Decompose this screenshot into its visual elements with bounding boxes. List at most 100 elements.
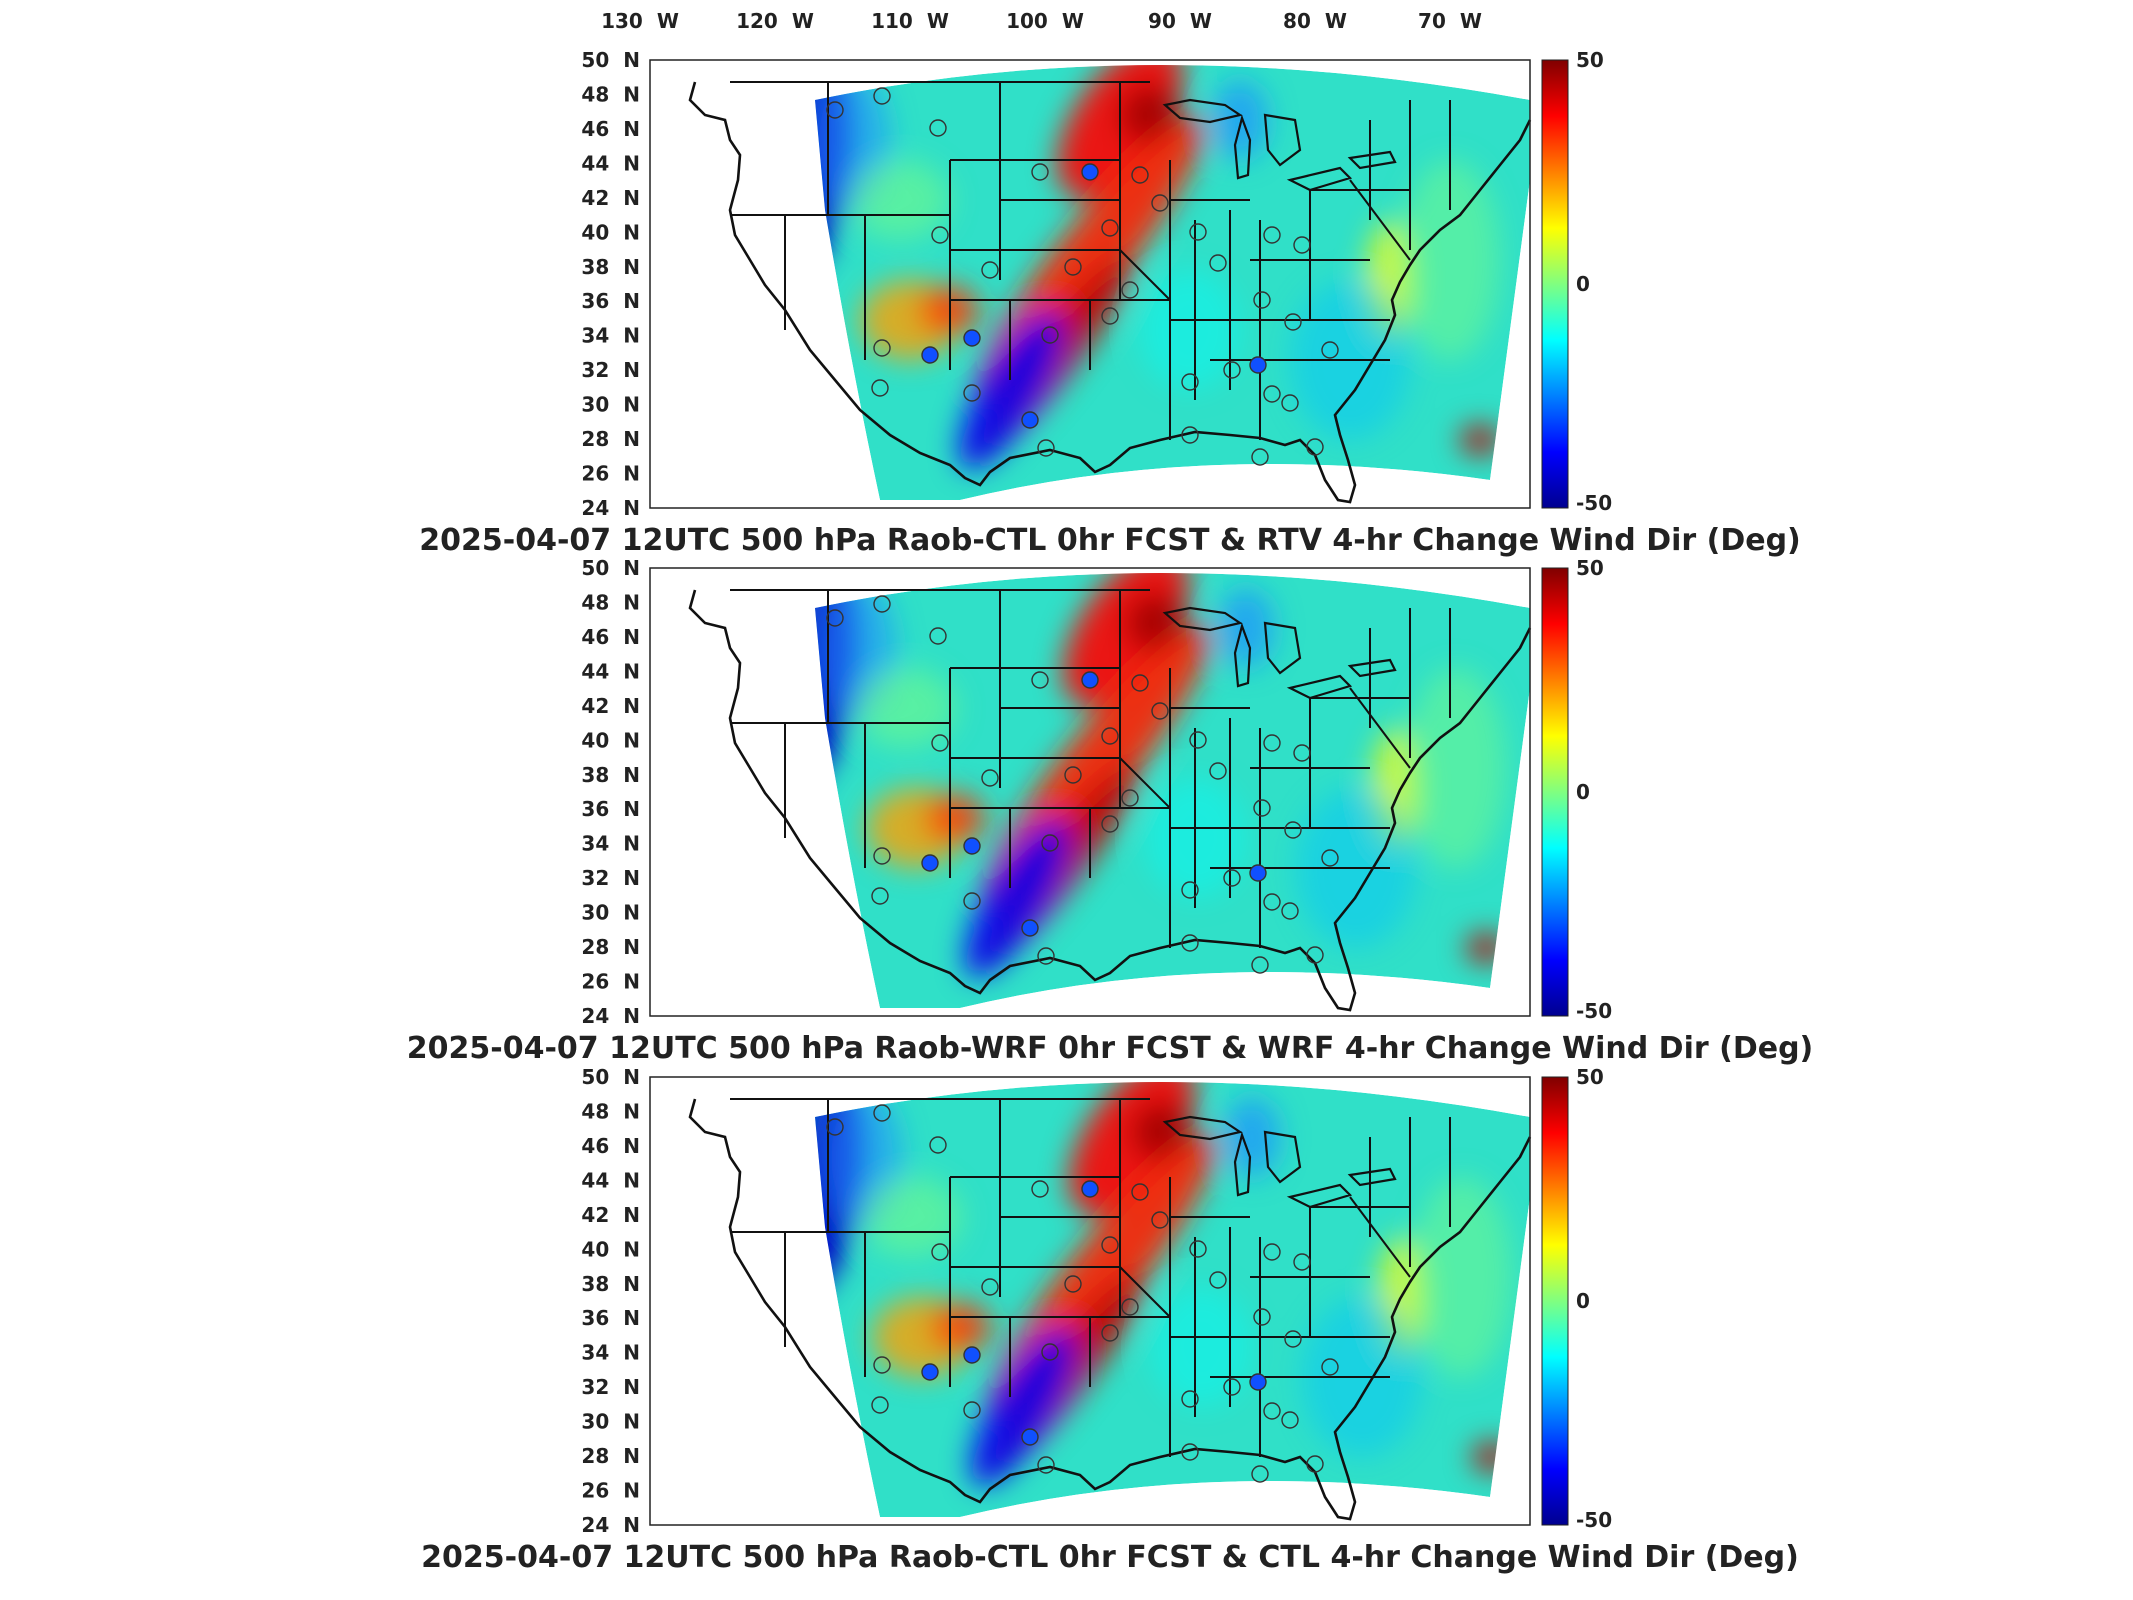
- raob-stations: [826, 1104, 1339, 1483]
- raob-station-marker: [871, 1396, 889, 1414]
- colorbar-mid-label: 0: [1576, 780, 1590, 804]
- lat-label: 28 N: [581, 427, 640, 451]
- raob-station-marker: [981, 769, 999, 787]
- raob-station-marker: [1037, 439, 1055, 457]
- lat-label: 26 N: [581, 970, 640, 994]
- colorbar-max-label: 50: [1576, 1065, 1604, 1089]
- raob-station-marker: [963, 892, 981, 910]
- lat-label: 50 N: [581, 1065, 640, 1089]
- lon-label: 80 W: [1283, 9, 1347, 33]
- state-boundaries: [688, 81, 1532, 504]
- lat-label: 32 N: [581, 358, 640, 382]
- lon-label: 70 W: [1418, 9, 1482, 33]
- lat-label: 50 N: [581, 556, 640, 580]
- lat-label: 34 N: [581, 1341, 640, 1365]
- colorbar-min-label: -50: [1576, 1508, 1612, 1532]
- raob-station-marker: [1263, 893, 1281, 911]
- raob-station-marker: [871, 887, 889, 905]
- raob-station-marker: [873, 847, 891, 865]
- raob-station-marker: [1189, 1240, 1207, 1258]
- colorbar: 50 0 -50: [1541, 556, 1612, 1023]
- panel-title: 2025-04-07 12UTC 500 hPa Raob-CTL 0hr FC…: [419, 523, 1801, 558]
- lat-label: 32 N: [581, 1375, 640, 1399]
- raob-station-marker: [1031, 163, 1049, 181]
- raob-station-marker: [981, 261, 999, 279]
- lat-label: 30 N: [581, 1410, 640, 1434]
- lat-label: 24 N: [581, 496, 640, 520]
- lat-label: 30 N: [581, 393, 640, 417]
- state-boundaries: [688, 1098, 1532, 1521]
- raob-station-marker: [871, 379, 889, 397]
- raob-station-marker: [1263, 734, 1281, 752]
- raob-station-marker: [929, 119, 947, 137]
- raob-station-marker: [1021, 411, 1039, 429]
- raob-station-marker: [1101, 815, 1119, 833]
- raob-station-marker: [1321, 341, 1339, 359]
- raob-station-marker: [1181, 373, 1199, 391]
- lat-label: 44 N: [581, 1168, 640, 1192]
- map-frame: [649, 1076, 1531, 1526]
- colorbar-min-label: -50: [1576, 491, 1612, 515]
- raob-station-marker: [1293, 236, 1311, 254]
- lon-label: 120 W: [736, 9, 814, 33]
- lat-label: 50 N: [581, 48, 640, 72]
- lat-label: 48 N: [581, 82, 640, 106]
- lat-label: 48 N: [581, 590, 640, 614]
- raob-station-marker: [1151, 1211, 1169, 1229]
- raob-station-marker: [1101, 1236, 1119, 1254]
- raob-station-marker: [1253, 799, 1271, 817]
- lat-label: 46 N: [581, 625, 640, 649]
- raob-station-marker: [1306, 438, 1324, 456]
- raob-station-marker: [1293, 1253, 1311, 1271]
- raob-station-marker: [873, 1356, 891, 1374]
- raob-station-marker: [826, 101, 844, 119]
- raob-station-marker: [1041, 326, 1059, 344]
- raob-station-marker: [1253, 291, 1271, 309]
- raob-station-marker: [1284, 1330, 1302, 1348]
- raob-station-marker: [1209, 254, 1227, 272]
- panel-title: 2025-04-07 12UTC 500 hPa Raob-WRF 0hr FC…: [407, 1031, 1814, 1066]
- lat-label: 38 N: [581, 1272, 640, 1296]
- raob-station-marker: [1121, 1298, 1139, 1316]
- raob-station-marker: [1281, 1411, 1299, 1429]
- raob-station-marker: [1181, 934, 1199, 952]
- wind-dir-field: [815, 573, 1530, 1008]
- colorbar-mid-label: 0: [1576, 1289, 1590, 1313]
- lat-label: 26 N: [581, 1479, 640, 1503]
- raob-station-marker: [1101, 1324, 1119, 1342]
- lat-label: 24 N: [581, 1004, 640, 1028]
- lat-label: 42 N: [581, 694, 640, 718]
- raob-station-marker: [1121, 789, 1139, 807]
- lat-label: 32 N: [581, 866, 640, 890]
- colorbar-mid-label: 0: [1576, 272, 1590, 296]
- raob-station-marker: [929, 627, 947, 645]
- lat-label: 34 N: [581, 832, 640, 856]
- lat-label: 30 N: [581, 901, 640, 925]
- map-panel: 50 N 48 N 46 N 44 N 42 N 40 N 38 N 36 N 34 N 32 N 30 N 28 N 26 N 2…: [407, 556, 1814, 1066]
- colorbar-max-label: 50: [1576, 556, 1604, 580]
- raob-station-marker: [1151, 702, 1169, 720]
- raob-station-marker: [1209, 762, 1227, 780]
- raob-station-marker: [1189, 731, 1207, 749]
- raob-station-marker: [1064, 258, 1082, 276]
- raob-station-marker: [1041, 834, 1059, 852]
- lon-label: 130 W: [601, 9, 679, 33]
- latitude-labels: 50 N 48 N 46 N 44 N 42 N 40 N 38 N 36 N 34 N 32 N 30 N 28 N 26 N 2…: [581, 48, 640, 520]
- raob-station-marker: [1181, 1443, 1199, 1461]
- raob-station-marker: [1181, 881, 1199, 899]
- raob-station-marker: [826, 609, 844, 627]
- raob-station-marker: [1321, 849, 1339, 867]
- raob-station-marker: [1253, 1308, 1271, 1326]
- lat-label: 48 N: [581, 1099, 640, 1123]
- lon-label: 100 W: [1006, 9, 1084, 33]
- colorbar-gradient: [1541, 567, 1569, 1017]
- raob-station-marker: [1293, 744, 1311, 762]
- raob-station-marker: [1306, 1455, 1324, 1473]
- raob-station-marker: [963, 1346, 981, 1364]
- raob-station-marker: [1251, 448, 1269, 466]
- raob-station-marker: [981, 1278, 999, 1296]
- raob-station-marker: [1101, 219, 1119, 237]
- lat-label: 28 N: [581, 1444, 640, 1468]
- panel-title: 2025-04-07 12UTC 500 hPa Raob-CTL 0hr FC…: [421, 1540, 1799, 1575]
